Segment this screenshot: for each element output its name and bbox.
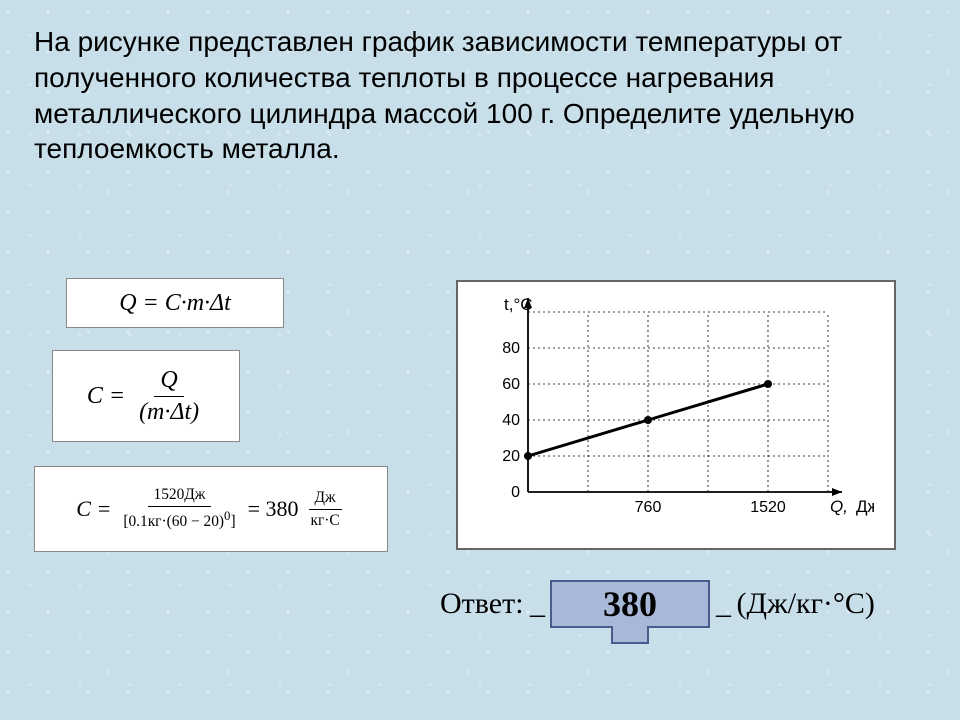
formula-c: C = Q (m·Δt) xyxy=(52,350,240,442)
answer-value-box: 380 xyxy=(550,580,710,628)
formula-q: Q = C·m·Δt xyxy=(66,278,284,328)
answer-label: Ответ: xyxy=(440,587,524,621)
svg-text:Q,: Q, xyxy=(830,497,848,516)
fraction: Q (m·Δt) xyxy=(133,367,205,426)
svg-text:60: 60 xyxy=(502,376,520,393)
answer-underline-right: _ xyxy=(716,587,737,621)
den-text: 0.1кг·(60 − 20) xyxy=(128,514,224,531)
svg-text:40: 40 xyxy=(502,412,520,429)
numerator: Q xyxy=(154,367,183,397)
formula-calc: C = 1520Дж [0.1кг·(60 − 20)0] = 380 Дж к… xyxy=(34,466,388,552)
svg-text:80: 80 xyxy=(502,340,520,357)
denominator: (m·Δt) xyxy=(133,397,205,426)
numerator: 1520Дж xyxy=(148,486,212,507)
svg-text:760: 760 xyxy=(635,499,662,516)
unit-num: Дж xyxy=(309,489,342,510)
svg-text:Дж: Дж xyxy=(856,497,874,516)
fraction-unit: Дж кг·С xyxy=(305,489,346,530)
fraction-main: 1520Дж [0.1кг·(60 − 20)0] xyxy=(117,486,241,531)
exponent: 0 xyxy=(224,509,230,523)
svg-text:1520: 1520 xyxy=(750,499,786,516)
denominator: [0.1кг·(60 − 20)0] xyxy=(117,507,241,531)
problem-statement: На рисунке представлен график зависимост… xyxy=(0,0,960,167)
equals-result: = 380 xyxy=(248,496,299,522)
svg-text:0: 0 xyxy=(511,484,520,501)
answer-row: Ответ: _ 380 _ (Дж/кг·°С) xyxy=(440,580,875,628)
chart-svg: 0 20 40 60 80 760 1520 t,°C Q, Дж xyxy=(458,282,874,528)
formula-lhs: C = xyxy=(87,383,125,410)
answer-underline-left: _ xyxy=(524,587,545,621)
formula-lhs: C = xyxy=(76,496,111,522)
svg-text:20: 20 xyxy=(502,448,520,465)
svg-text:t,°C: t,°C xyxy=(504,295,533,314)
answer-unit: (Дж/кг·°С) xyxy=(737,587,875,621)
chart-container: 0 20 40 60 80 760 1520 t,°C Q, Дж xyxy=(456,280,896,550)
unit-den: кг·С xyxy=(305,510,346,530)
formula-text: Q = C·m·Δt xyxy=(119,290,231,317)
